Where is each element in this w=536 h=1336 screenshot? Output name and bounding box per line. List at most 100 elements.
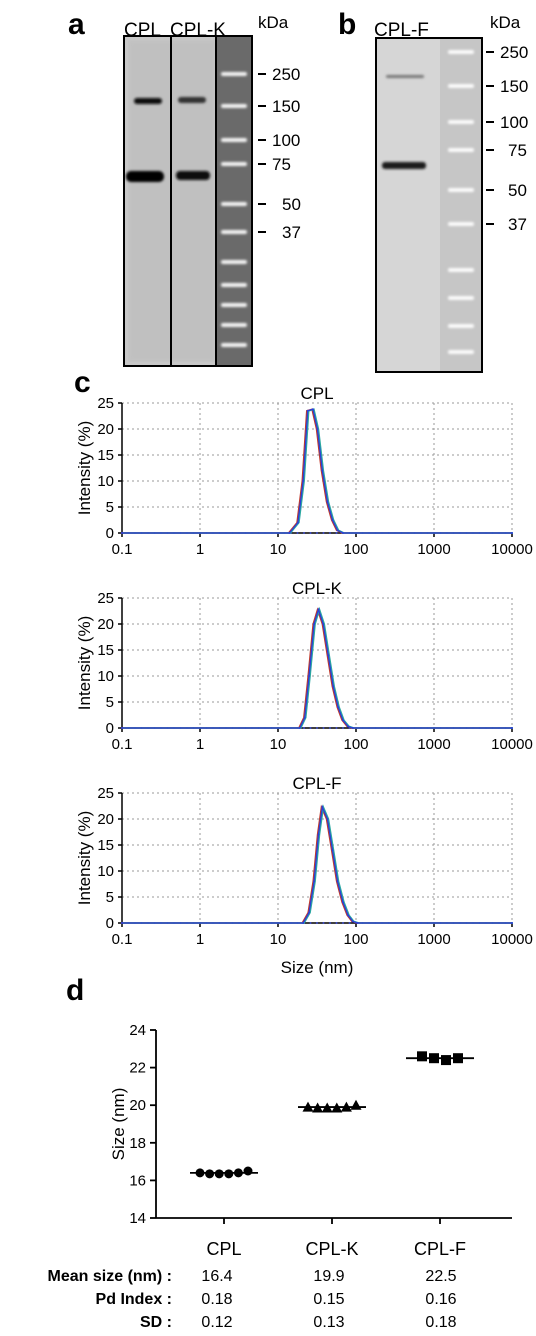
- y-axis-label: Intensity (%): [75, 811, 94, 905]
- x-tick-label: 10: [270, 931, 287, 948]
- baseline-point: [322, 727, 325, 729]
- y-tick-label: 14: [129, 1210, 146, 1227]
- blot-b: [375, 37, 483, 373]
- trace-blue: [122, 804, 512, 924]
- data-point: [331, 519, 334, 521]
- baseline-point: [342, 727, 344, 729]
- data-point: [308, 911, 311, 914]
- stats-row-pd-index: Pd Index : 0.18 0.15 0.16: [0, 1291, 536, 1313]
- ladder-band: [221, 230, 247, 234]
- trace-red: [121, 607, 511, 729]
- stats-value: 0.16: [425, 1291, 457, 1308]
- data-point: [308, 675, 311, 677]
- y-tick-label: 20: [129, 1097, 146, 1114]
- svg-text:250: 250: [500, 43, 528, 62]
- y-tick-label: 0: [106, 720, 114, 737]
- baseline-point: [335, 922, 338, 924]
- y-tick-label: 10: [97, 863, 114, 880]
- plot-title: CPL: [300, 384, 333, 403]
- y-tick-label: 20: [97, 421, 114, 438]
- ladder-band: [448, 222, 474, 226]
- data-point: [356, 922, 359, 924]
- stats-value: 0.15: [313, 1291, 345, 1308]
- y-tick-label: 0: [106, 525, 114, 542]
- stats-value: 0.13: [313, 1314, 345, 1331]
- marker-scale-b: 250 150 100 75 50 37: [486, 43, 528, 234]
- x-tick-label: 1000: [417, 931, 450, 948]
- y-tick-label: 5: [106, 694, 114, 711]
- marker-a-37: 37: [258, 223, 301, 242]
- ladder-band: [448, 120, 474, 124]
- y-axis-label: Size (nm): [109, 1088, 128, 1161]
- data-point: [214, 1169, 224, 1179]
- trace-blue: [122, 408, 512, 534]
- panel-letter-c: c: [74, 366, 91, 399]
- data-point: [317, 833, 320, 836]
- data-point: [322, 623, 325, 625]
- svg-text:100: 100: [272, 131, 300, 150]
- data-point: [341, 532, 344, 534]
- stats-label: Pd Index :: [95, 1291, 172, 1308]
- baseline-point: [335, 532, 338, 534]
- svg-text:50: 50: [508, 181, 527, 200]
- data-point: [296, 521, 299, 524]
- y-axis-label: Intensity (%): [75, 421, 94, 515]
- data-point: [317, 608, 320, 611]
- ladder-band: [448, 296, 474, 300]
- baseline-point: [342, 922, 344, 924]
- svg-text:100: 100: [500, 113, 528, 132]
- trace-teal: [123, 606, 513, 729]
- marker-b-250: 250: [486, 43, 528, 62]
- ladder-lane-a: [216, 36, 252, 366]
- y-tick-label: 24: [129, 1022, 146, 1039]
- data-point: [313, 623, 316, 625]
- data-point: [302, 922, 305, 924]
- baseline-point: [322, 922, 325, 924]
- baseline-point: [335, 727, 338, 729]
- baseline-point: [309, 922, 312, 924]
- ladder-band: [448, 268, 474, 272]
- x-tick-label: 1000: [417, 736, 450, 753]
- x-tick-label: 100: [343, 736, 368, 753]
- panel-letter-b: b: [338, 8, 356, 41]
- x-tick-label: 1: [196, 541, 204, 558]
- data-point: [313, 880, 316, 883]
- x-tick-label: 10: [270, 541, 287, 558]
- y-tick-label: 15: [97, 447, 114, 464]
- x-tick-label: 100: [343, 541, 368, 558]
- data-point: [511, 532, 513, 534]
- svg-text:75: 75: [508, 141, 527, 160]
- stats-label: SD :: [140, 1314, 172, 1331]
- x-tick-label: 100: [343, 931, 368, 948]
- stats-row-mean-size: Mean size (nm) : 16.4 19.9 22.5: [0, 1268, 536, 1290]
- y-tick-label: 20: [97, 811, 114, 828]
- baseline-point: [329, 532, 331, 534]
- dls-plot-cpl: 0 5 10 15 20 25 0.1 1 10 100 1000 10000 CPL Intensity…: [75, 384, 533, 558]
- stats-label: Mean size (nm) :: [47, 1268, 172, 1285]
- marker-b-50: 50: [486, 181, 527, 200]
- ladder-band: [221, 202, 247, 206]
- ladder-band: [448, 188, 474, 192]
- stats-value: 0.18: [425, 1314, 457, 1331]
- data-point: [351, 920, 354, 923]
- y-tick-label: 5: [106, 499, 114, 516]
- size-scatter-plot: 14 16 18 20 22 24 Size (nm) CPL CPL-K CPL-F: [109, 1022, 512, 1259]
- data-point: [306, 409, 309, 412]
- panel-letter-a: a: [68, 8, 85, 41]
- baseline-point: [303, 532, 305, 534]
- data-point: [511, 922, 513, 924]
- svg-text:37: 37: [508, 215, 527, 234]
- band-cplf-65: [382, 162, 426, 169]
- baseline-point: [309, 532, 312, 534]
- ladder-band: [221, 260, 247, 264]
- x-tick-label: 1: [196, 931, 204, 948]
- baseline-point: [309, 727, 312, 729]
- data-point: [341, 901, 344, 904]
- trace-teal: [123, 408, 513, 534]
- band-cplf-150: [386, 75, 424, 78]
- data-point: [341, 719, 344, 722]
- x-tick-label: CPL: [206, 1239, 241, 1259]
- ladder-band: [221, 343, 247, 347]
- data-point: [311, 408, 314, 411]
